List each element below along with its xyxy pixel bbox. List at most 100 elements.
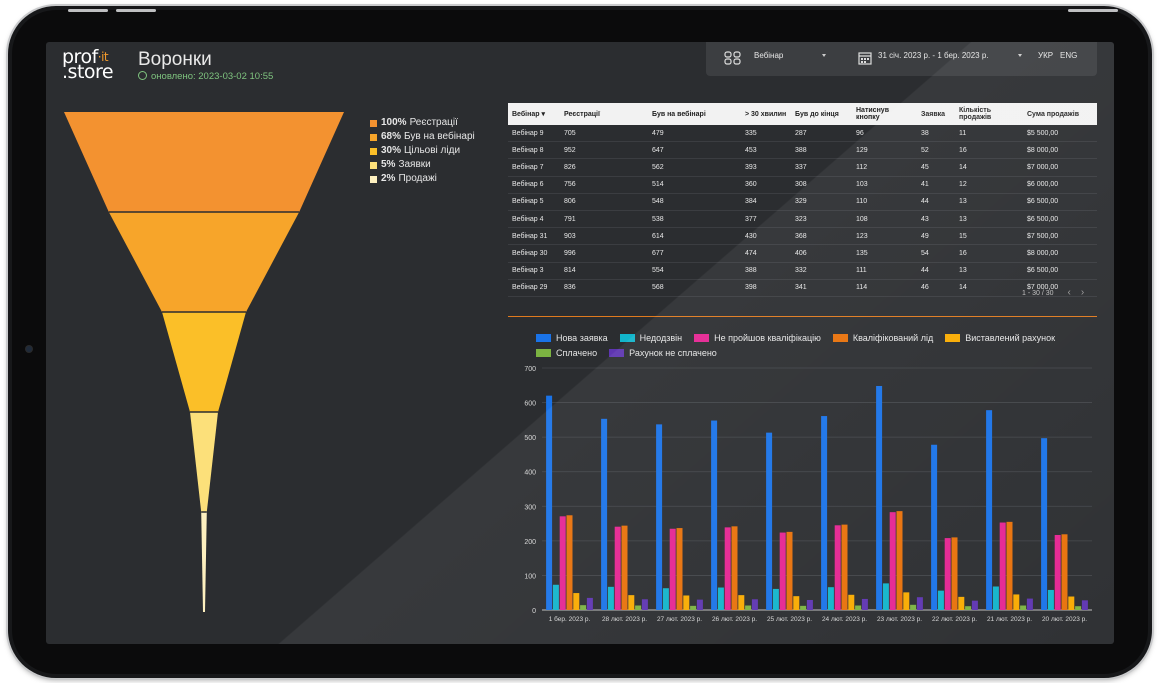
column-header[interactable]: Був до кінця <box>795 110 839 118</box>
language-en-button[interactable]: ENG <box>1060 51 1078 60</box>
table-cell: Вебінар 3 <box>508 262 560 280</box>
table-cell: Вебінар 4 <box>508 210 560 229</box>
table-cell: 16 <box>955 244 1023 263</box>
y-tick-label: 500 <box>524 435 536 442</box>
table-row[interactable]: Вебінар 6 756 514 360 308 103 41 12 $6 000,00 <box>508 176 1097 194</box>
chevron-right-icon[interactable]: › <box>1080 287 1095 298</box>
bar <box>848 594 855 610</box>
table-row[interactable]: Вебінар 31 903 614 430 368 123 49 15 $7 500,00 <box>508 227 1097 246</box>
bar <box>958 596 965 610</box>
table-cell: $8 000,00 <box>1023 141 1097 160</box>
funnel-legend-item: 68% Був на вебінарі <box>370 130 475 144</box>
legend-swatch <box>536 334 551 342</box>
bar <box>745 605 752 610</box>
bar <box>559 516 566 610</box>
table-cell: $8 000,00 <box>1023 244 1097 263</box>
x-tick-label: 20 лют. 2023 р. <box>1042 616 1087 623</box>
column-header[interactable]: Був на вебінарі <box>652 110 706 118</box>
table-row[interactable]: Вебінар 7 826 562 393 337 112 45 14 $7 000,00 <box>508 158 1097 177</box>
table-cell: 54 <box>917 244 955 263</box>
y-tick-label: 0 <box>532 608 536 615</box>
chart-legend-item[interactable]: Сплачено <box>536 346 597 360</box>
table-cell: Вебінар 6 <box>508 176 560 194</box>
x-tick-label: 1 бер. 2023 р. <box>549 615 591 623</box>
column-header[interactable]: Заявка <box>921 110 946 118</box>
table-cell: 903 <box>560 227 648 246</box>
bar <box>971 600 978 610</box>
table-cell: 554 <box>648 262 741 280</box>
column-header[interactable]: Реєстрації <box>564 110 600 118</box>
chart-legend-item[interactable]: Рахунок не сплачено <box>609 346 717 360</box>
bar <box>711 420 718 610</box>
bar <box>586 597 593 610</box>
table-cell: 479 <box>648 125 741 143</box>
table-cell: 112 <box>852 158 917 177</box>
column-header[interactable]: Натиснув кнопку <box>856 107 889 121</box>
bar <box>683 595 690 610</box>
table-cell: 814 <box>560 262 648 280</box>
filter-bar: Вебінар 31 січ. 2023 р. - 1 бер. 2023 р.… <box>706 42 1097 76</box>
chart-legend-item[interactable]: Нова заявка <box>536 331 608 345</box>
table-cell: 14 <box>955 279 1023 297</box>
table-cell: 514 <box>648 176 741 194</box>
chart-legend-item[interactable]: Не пройшов кваліфікацію <box>694 331 821 345</box>
volume-button <box>68 9 108 12</box>
chart-legend-item[interactable]: Виставлений рахунок <box>945 331 1055 345</box>
column-header-webinar[interactable]: Вебінар ▾ <box>512 111 545 118</box>
bar <box>1006 521 1013 610</box>
front-camera <box>26 346 32 352</box>
table-cell: 38 <box>917 125 955 143</box>
bar <box>793 596 800 610</box>
bar <box>834 525 841 610</box>
funnel-stage <box>64 112 344 212</box>
date-range-picker[interactable]: 31 січ. 2023 р. - 1 бер. 2023 р. <box>878 51 989 60</box>
column-header[interactable]: Кількість продажів <box>959 107 992 121</box>
table-cell: 337 <box>791 158 852 177</box>
bar <box>546 395 553 610</box>
table-row[interactable]: Вебінар 4 791 538 377 323 108 43 13 $6 500,00 <box>508 210 1097 229</box>
table-cell: 335 <box>741 125 791 143</box>
chevron-down-icon[interactable] <box>822 54 826 57</box>
table-row[interactable]: Вебінар 30 996 677 474 406 135 54 16 $8 000,00 <box>508 244 1097 263</box>
chart-legend-item[interactable]: Кваліфікований лід <box>832 331 934 345</box>
bar <box>855 605 862 610</box>
table-row[interactable]: Вебінар 3 814 554 388 332 111 44 13 $6 500,00 <box>508 262 1097 280</box>
logo[interactable]: prof·it .store <box>62 48 114 83</box>
webinar-dropdown[interactable]: Вебінар <box>754 51 784 60</box>
chevron-down-icon[interactable] <box>1018 54 1022 57</box>
table-cell: 705 <box>560 125 648 143</box>
chevron-left-icon[interactable]: ‹ <box>1067 287 1081 298</box>
bar <box>1061 534 1068 610</box>
table-row[interactable]: Вебінар 5 806 548 384 329 110 44 13 $6 500,00 <box>508 193 1097 211</box>
table-cell: 123 <box>852 227 917 246</box>
table-header-row: Вебінар ▾ Реєстрації Був на вебінарі > 3… <box>508 103 1097 125</box>
chart-legend: Нова заявка Недодзвін Не пройшов кваліфіка… <box>536 331 1096 361</box>
volume-button <box>116 9 156 12</box>
y-tick-label: 200 <box>524 539 536 546</box>
x-tick-label: 23 лют. 2023 р. <box>877 616 922 623</box>
bar <box>601 418 608 610</box>
column-header[interactable]: > 30 хвилин <box>745 110 787 118</box>
legend-label: Виставлений рахунок <box>965 333 1056 343</box>
table-row[interactable]: Вебінар 29 836 568 398 341 114 46 14 $7 000,00 <box>508 279 1097 297</box>
funnel-legend-item: 100% Реєстрації <box>370 116 475 130</box>
x-tick-label: 22 лют. 2023 р. <box>932 616 977 623</box>
dashboard-screen: prof·it .store Воронки оновлено: 2023-03… <box>46 42 1114 644</box>
y-tick-label: 600 <box>524 401 536 408</box>
legend-label: Кваліфікований лід <box>852 333 934 343</box>
table-row[interactable]: Вебінар 8 952 647 453 388 129 52 16 $8 000,00 <box>508 141 1097 160</box>
funnel-stage <box>201 512 207 612</box>
table-cell: 568 <box>648 279 741 297</box>
table-cell: 287 <box>791 125 852 143</box>
table-cell: Вебінар 7 <box>508 158 560 177</box>
bar <box>751 599 758 610</box>
bar <box>614 526 621 610</box>
table-cell: 110 <box>852 193 917 211</box>
logo-text-store: .store <box>62 61 114 83</box>
chart-legend-item[interactable]: Недодзвін <box>619 331 682 345</box>
language-uk-button[interactable]: УКР <box>1038 51 1054 60</box>
bar <box>965 606 972 610</box>
column-header[interactable]: Сума продажів <box>1027 110 1080 118</box>
table-row[interactable]: Вебінар 9 705 479 335 287 96 38 11 $5 500,00 <box>508 125 1097 143</box>
updated-text: оновлено: 2023-03-02 10:55 <box>151 71 274 82</box>
